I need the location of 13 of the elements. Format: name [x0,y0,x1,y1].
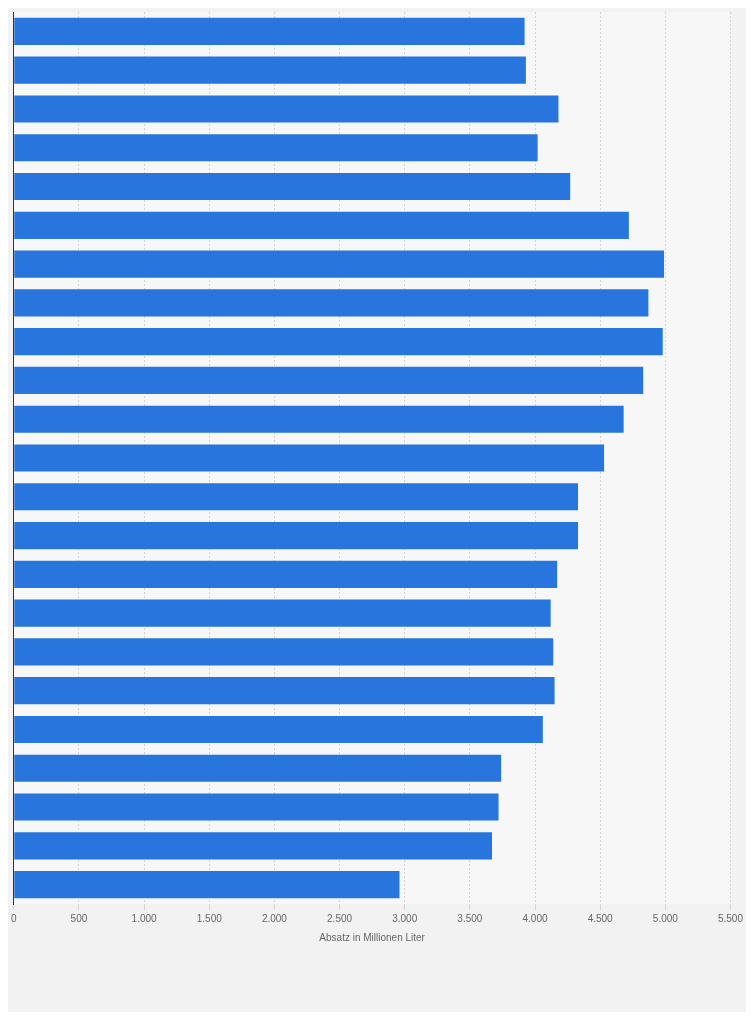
x-tick-label: 500 [70,912,88,924]
x-tick-label: 4.000 [522,912,548,924]
x-tick-label: 1.000 [131,912,158,924]
x-tick-label: 3.500 [457,912,483,924]
x-tick-label: 3.000 [392,912,418,924]
x-tick-label: 1.500 [196,912,223,924]
x-tick-label: 5.000 [652,912,679,924]
x-tick-label: 0 [11,912,17,924]
x-tick-label: 2.500 [327,912,353,924]
x-tick-label: 4.500 [587,912,614,924]
x-axis-title: Absatz in Millionen Liter [319,931,426,943]
x-tick-label: 2.000 [261,912,288,924]
x-tick-label: 5.500 [717,912,744,924]
